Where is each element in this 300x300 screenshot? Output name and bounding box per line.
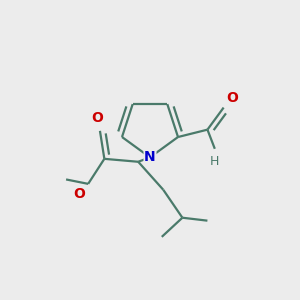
- Text: O: O: [226, 91, 238, 105]
- Text: O: O: [91, 111, 103, 125]
- Text: O: O: [73, 187, 85, 201]
- Text: N: N: [144, 150, 156, 164]
- Text: H: H: [210, 155, 220, 168]
